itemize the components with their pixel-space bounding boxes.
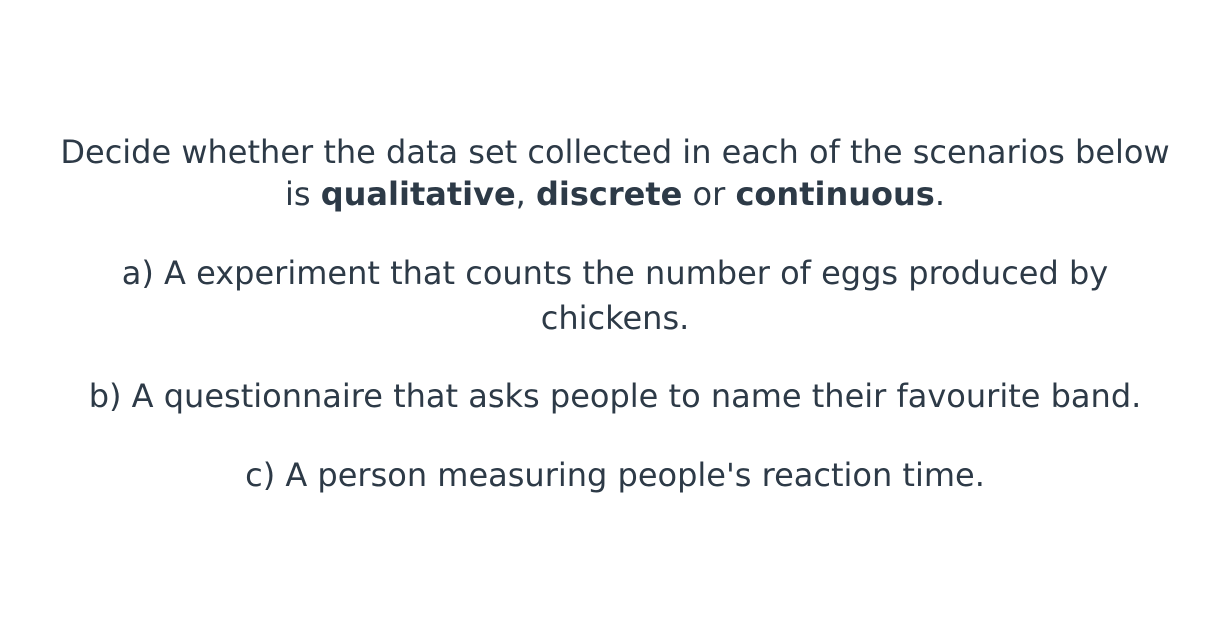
instruction-prefix: is — [284, 175, 321, 213]
instruction-separator-2: or — [682, 175, 736, 213]
instruction-suffix: . — [934, 175, 945, 213]
instruction-line-1: Decide whether the data set collected in… — [60, 133, 1170, 171]
question-a-line-2: chickens. — [540, 299, 690, 337]
term-discrete: discrete — [536, 175, 683, 213]
instruction-line-2: is qualitative, discrete or continuous. — [0, 173, 1230, 215]
term-continuous: continuous — [735, 175, 935, 213]
question-c: c) A person measuring people's reaction … — [245, 456, 985, 494]
question-b: b) A questionnaire that asks people to n… — [88, 377, 1142, 415]
term-qualitative: qualitative — [320, 175, 516, 213]
instruction-separator-1: , — [515, 175, 536, 213]
question-a-line-1: a) A experiment that counts the number o… — [121, 254, 1109, 292]
